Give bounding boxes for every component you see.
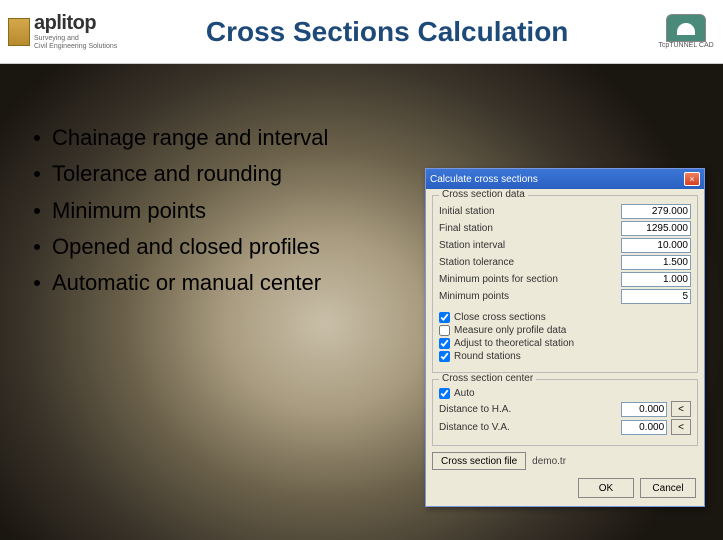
group-cross-section-data: Cross section data Initial station Final… — [432, 195, 698, 373]
logo-text: aplitop — [34, 12, 117, 35]
slide-title: Cross Sections Calculation — [117, 16, 657, 48]
group-title: Cross section center — [439, 373, 536, 384]
logo-subtitle-2: Civil Engineering Solutions — [34, 43, 117, 51]
checkbox-label: Adjust to theoretical station — [454, 338, 574, 349]
pick-h-button[interactable]: < — [671, 401, 691, 417]
input-station-interval[interactable] — [621, 238, 691, 253]
cross-section-file-name: demo.tr — [532, 456, 566, 467]
bullet-icon — [34, 208, 40, 214]
input-distance-h[interactable] — [621, 402, 667, 417]
checkbox-label: Measure only profile data — [454, 325, 566, 336]
logo-aplitop: aplitop Surveying and Civil Engineering … — [8, 12, 117, 50]
label-station-tolerance: Station tolerance — [439, 257, 617, 268]
bullet-text: Tolerance and rounding — [52, 156, 282, 192]
checkbox-measure-profile[interactable] — [439, 325, 450, 336]
list-item: Minimum points — [34, 193, 328, 229]
bullet-text: Minimum points — [52, 193, 206, 229]
cross-section-file-button[interactable]: Cross section file — [432, 452, 526, 470]
label-station-interval: Station interval — [439, 240, 617, 251]
label-final-station: Final station — [439, 223, 617, 234]
dialog-title: Calculate cross sections — [430, 174, 684, 185]
bullet-icon — [34, 135, 40, 141]
checkbox-round-stations[interactable] — [439, 351, 450, 362]
label-min-points: Minimum points — [439, 291, 617, 302]
pick-v-button[interactable]: < — [671, 419, 691, 435]
group-title: Cross section data — [439, 189, 528, 200]
bullet-list: Chainage range and interval Tolerance an… — [34, 120, 328, 301]
bullet-text: Automatic or manual center — [52, 265, 321, 301]
list-item: Chainage range and interval — [34, 120, 328, 156]
bullet-icon — [34, 171, 40, 177]
checkbox-label: Auto — [454, 388, 475, 399]
label-initial-station: Initial station — [439, 206, 617, 217]
checkbox-close-sections[interactable] — [439, 312, 450, 323]
input-final-station[interactable] — [621, 221, 691, 236]
logo-icon — [8, 18, 30, 46]
input-initial-station[interactable] — [621, 204, 691, 219]
ok-button[interactable]: OK — [578, 478, 634, 498]
input-min-points-section[interactable] — [621, 272, 691, 287]
checkbox-adjust-theoretical[interactable] — [439, 338, 450, 349]
bullet-icon — [34, 280, 40, 286]
list-item: Opened and closed profiles — [34, 229, 328, 265]
slide-header: aplitop Surveying and Civil Engineering … — [0, 0, 723, 64]
label-min-points-section: Minimum points for section — [439, 274, 617, 285]
tunnel-icon — [666, 14, 706, 42]
input-distance-v[interactable] — [621, 420, 667, 435]
logo-tcptunnel: TcpTUNNEL CAD — [657, 14, 715, 49]
bullet-text: Chainage range and interval — [52, 120, 328, 156]
list-item: Tolerance and rounding — [34, 156, 328, 192]
cancel-button[interactable]: Cancel — [640, 478, 696, 498]
dialog-titlebar[interactable]: Calculate cross sections × — [426, 169, 704, 189]
label-distance-h: Distance to H.A. — [439, 404, 617, 415]
checkbox-label: Round stations — [454, 351, 521, 362]
logo-subtitle-1: Surveying and — [34, 35, 117, 43]
input-station-tolerance[interactable] — [621, 255, 691, 270]
bullet-text: Opened and closed profiles — [52, 229, 320, 265]
group-cross-section-center: Cross section center Auto Distance to H.… — [432, 379, 698, 446]
close-icon[interactable]: × — [684, 172, 700, 186]
checkbox-auto-center[interactable] — [439, 388, 450, 399]
label-distance-v: Distance to V.A. — [439, 422, 617, 433]
dialog-calculate-cross-sections: Calculate cross sections × Cross section… — [425, 168, 705, 507]
logo-right-label: TcpTUNNEL CAD — [657, 42, 715, 49]
input-min-points[interactable] — [621, 289, 691, 304]
list-item: Automatic or manual center — [34, 265, 328, 301]
bullet-icon — [34, 244, 40, 250]
checkbox-label: Close cross sections — [454, 312, 546, 323]
